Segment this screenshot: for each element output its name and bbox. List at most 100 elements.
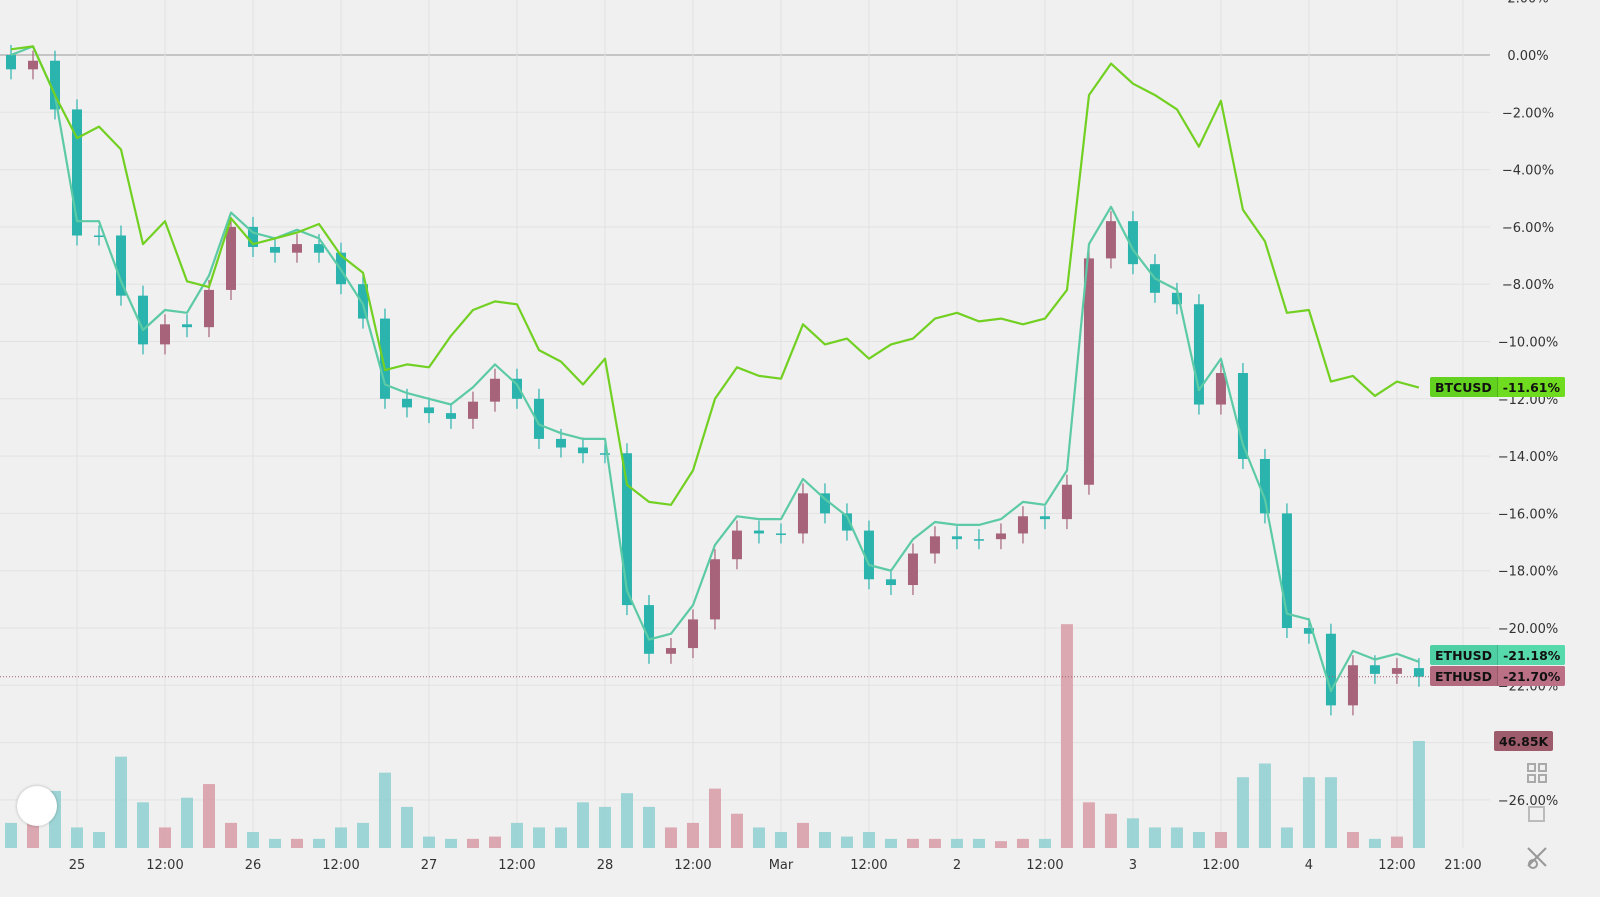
volume-bar bbox=[972, 838, 985, 848]
volume-bar bbox=[708, 788, 721, 848]
volume-bar bbox=[906, 838, 919, 848]
y-tick-label: −8.00% bbox=[1502, 278, 1554, 293]
candle-body bbox=[1171, 292, 1182, 305]
volume-bar bbox=[1214, 832, 1227, 848]
volume-bar bbox=[92, 832, 105, 848]
candle-body bbox=[863, 530, 874, 580]
btcusd-price-badge: BTCUSD -11.61% bbox=[1430, 377, 1566, 397]
candle-body bbox=[1083, 258, 1094, 485]
candle-body bbox=[379, 318, 390, 399]
candle-body bbox=[577, 447, 588, 454]
x-tick-label: 12:00 bbox=[1026, 858, 1063, 873]
candle-body bbox=[1259, 458, 1270, 514]
x-tick-label: Mar bbox=[769, 858, 794, 873]
y-axis[interactable]: 2.00% 0.00% −2.00% −4.00% −6.00% −8.00% −10.00… bbox=[1498, 0, 1558, 809]
x-tick-label: 12:00 bbox=[322, 858, 359, 873]
comparison-lines bbox=[10, 45, 1420, 693]
y-tick-label: −2.00% bbox=[1502, 106, 1554, 121]
scroll-circle-button[interactable] bbox=[17, 786, 57, 826]
volume-bar bbox=[1126, 818, 1139, 848]
ethusd-candles bbox=[0, 44, 1490, 716]
volume-bar bbox=[444, 838, 457, 848]
candle-body bbox=[1391, 668, 1402, 674]
candle-body bbox=[1237, 373, 1248, 459]
y-tick-label: −18.00% bbox=[1498, 565, 1558, 580]
candle-body bbox=[973, 539, 984, 541]
volume-bar bbox=[114, 756, 127, 848]
y-tick-label: −26.00% bbox=[1498, 794, 1558, 809]
x-tick-label: 28 bbox=[597, 858, 614, 873]
volume-bar bbox=[290, 838, 303, 848]
candle-body bbox=[115, 235, 126, 296]
volume-bar bbox=[1148, 827, 1161, 848]
volume-bar bbox=[928, 838, 941, 848]
y-tick-label: −16.00% bbox=[1498, 507, 1558, 522]
ethusd-line-badge: ETHUSD -21.18% bbox=[1430, 645, 1566, 665]
volume-bar bbox=[1280, 827, 1293, 848]
candle-body bbox=[797, 493, 808, 534]
volume-bars bbox=[5, 624, 1425, 848]
candle-body bbox=[467, 401, 478, 419]
y-tick-label: 2.00% bbox=[1507, 0, 1548, 7]
volume-bar bbox=[774, 832, 787, 848]
volume-bar bbox=[136, 802, 149, 848]
volume-bar bbox=[840, 836, 853, 848]
candle-body bbox=[951, 536, 962, 540]
badge-symbol: BTCUSD bbox=[1430, 377, 1498, 397]
volume-bar bbox=[620, 793, 633, 848]
ethusd-main-badge: ETHUSD -21.70% bbox=[1430, 666, 1566, 686]
volume-bar bbox=[268, 838, 281, 848]
candle-body bbox=[357, 284, 368, 319]
volume-bar bbox=[488, 836, 501, 848]
badge-value: -11.61% bbox=[1497, 377, 1566, 397]
x-tick-label: 26 bbox=[245, 858, 262, 873]
candle-body bbox=[291, 244, 302, 253]
grid-layout-icon[interactable] bbox=[1522, 758, 1552, 788]
candle-body bbox=[907, 553, 918, 586]
x-tick-label: 12:00 bbox=[146, 858, 183, 873]
badge-value: -21.18% bbox=[1498, 645, 1566, 665]
candle-body bbox=[1281, 513, 1292, 628]
badge-symbol: ETHUSD bbox=[1430, 666, 1499, 686]
volume-bar bbox=[224, 822, 237, 848]
y-tick-label: −6.00% bbox=[1502, 221, 1554, 236]
candle-body bbox=[1369, 665, 1380, 674]
x-axis[interactable]: 25 12:00 26 12:00 27 12:00 28 12:00 Mar 12:00 2 12:… bbox=[69, 858, 1482, 873]
volume-bar bbox=[356, 822, 369, 848]
volume-bar bbox=[510, 822, 523, 848]
badge-value: -21.70% bbox=[1498, 666, 1566, 686]
candle-body bbox=[489, 378, 500, 402]
volume-bar bbox=[27, 813, 40, 848]
square-icon[interactable] bbox=[1522, 798, 1552, 828]
candle-body bbox=[687, 619, 698, 649]
y-tick-label: 0.00% bbox=[1507, 49, 1548, 64]
candle-body bbox=[885, 579, 896, 586]
volume-bar bbox=[180, 797, 193, 848]
badge-value: 46.85K bbox=[1499, 733, 1549, 749]
volume-bar bbox=[994, 841, 1007, 848]
candle-body bbox=[1193, 304, 1204, 405]
candle-body bbox=[93, 235, 104, 237]
candle-body bbox=[1215, 373, 1226, 405]
candle-body bbox=[555, 438, 566, 448]
volume-bar bbox=[5, 822, 18, 848]
volume-bar bbox=[158, 827, 171, 848]
volume-bar bbox=[1170, 827, 1183, 848]
candle-body bbox=[841, 513, 852, 531]
x-tick-label: 12:00 bbox=[674, 858, 711, 873]
settings-close-icon[interactable] bbox=[1522, 842, 1552, 872]
y-tick-label: −14.00% bbox=[1498, 450, 1558, 465]
candle-body bbox=[731, 530, 742, 560]
volume-bar bbox=[796, 822, 809, 848]
volume-bar bbox=[1236, 777, 1249, 848]
volume-bar bbox=[1324, 777, 1337, 848]
volume-bar bbox=[818, 832, 831, 848]
volume-bar bbox=[554, 827, 567, 848]
candle-body bbox=[72, 109, 82, 236]
volume-bar bbox=[466, 838, 479, 848]
candle-body bbox=[445, 413, 456, 419]
candle-body bbox=[511, 378, 522, 399]
volume-bar bbox=[1016, 838, 1029, 848]
candle-body bbox=[1127, 221, 1138, 265]
